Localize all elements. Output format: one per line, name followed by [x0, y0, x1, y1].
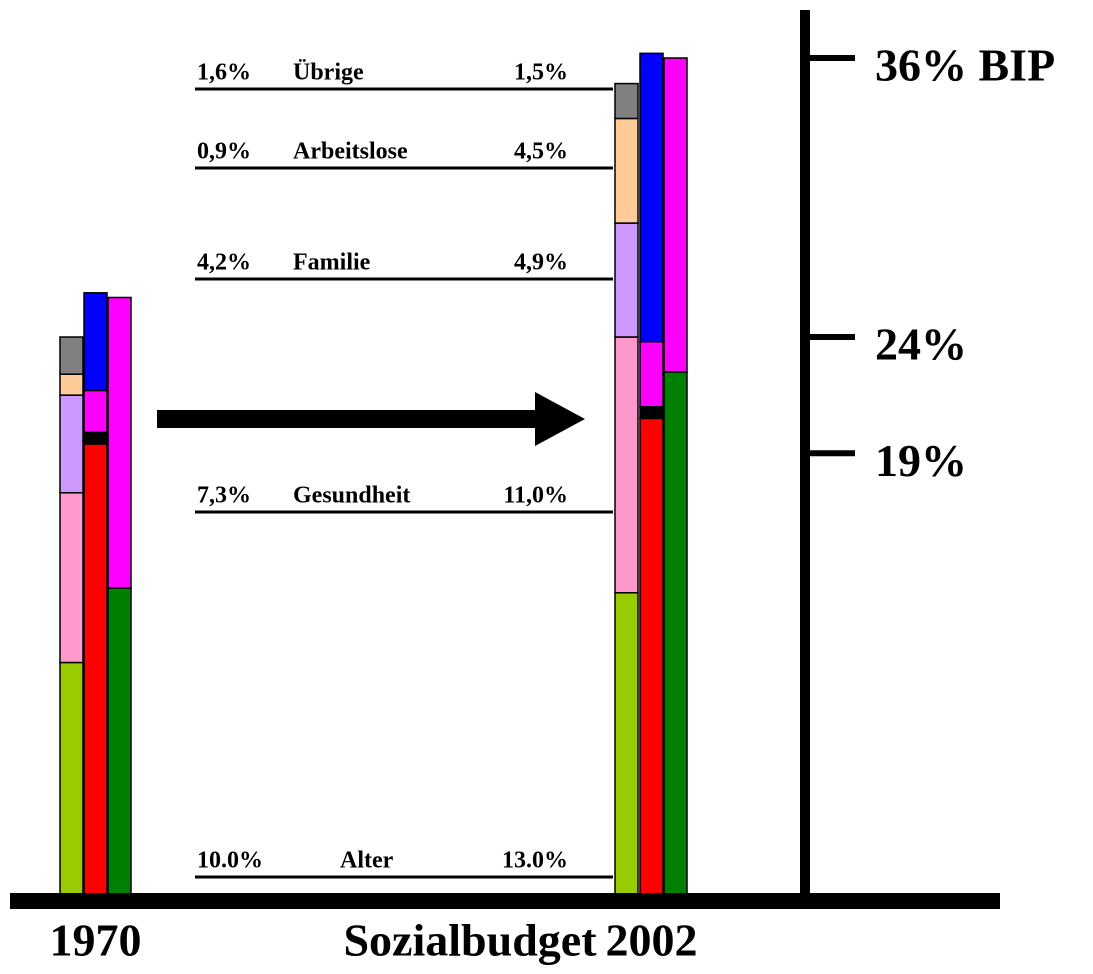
value-label: 10.0%: [197, 848, 263, 874]
value-label: 4,2%: [197, 250, 251, 276]
bar-segment: [639, 340, 664, 408]
chart-title: Sozialbudget: [343, 915, 597, 966]
bar-segment: [639, 417, 664, 896]
bar-segment: [639, 406, 664, 420]
x-tick-label: 1970: [50, 915, 142, 966]
baseline: [10, 893, 1000, 909]
bar-segment: [83, 431, 108, 445]
bar-segment: [614, 336, 639, 594]
y-tick-label: 24%: [875, 319, 967, 370]
bar-segment: [107, 587, 132, 896]
bar-segment: [83, 389, 108, 434]
bar-segment: [59, 373, 84, 396]
bar-segment: [59, 394, 84, 494]
value-label: 4,9%: [514, 250, 568, 276]
bar-segment: [663, 57, 688, 373]
bar-segment: [663, 371, 688, 896]
bar-segment: [614, 222, 639, 338]
arrow-shaft: [157, 410, 537, 428]
bar-segment: [83, 443, 108, 896]
x-tick-label: 2002: [606, 915, 698, 966]
legend-label: Arbeitslose: [293, 139, 408, 165]
y-axis: [800, 10, 810, 895]
y-tick-label: 19%: [875, 435, 967, 486]
value-label: 4,5%: [514, 139, 568, 165]
arrow-head: [535, 392, 585, 446]
bar-segment: [614, 82, 639, 120]
bar-segment: [639, 52, 664, 343]
bar-segment: [107, 296, 132, 589]
value-label: 0,9%: [197, 139, 251, 165]
y-tick-label: 36% BIP: [875, 40, 1055, 91]
value-label: 13.0%: [502, 848, 568, 874]
value-label: 7,3%: [197, 483, 251, 509]
bar-segment: [59, 336, 84, 375]
bar-segment: [614, 592, 639, 896]
legend-label: Gesundheit: [293, 483, 410, 509]
value-label: 1,5%: [514, 60, 568, 86]
legend-label: Übrige: [293, 60, 364, 86]
bar-segment: [83, 292, 108, 392]
bar-segment: [614, 117, 639, 224]
bar-segment: [59, 661, 84, 896]
legend-label: Alter: [340, 848, 394, 874]
value-label: 11,0%: [503, 483, 568, 509]
value-label: 1,6%: [197, 60, 251, 86]
legend-label: Familie: [293, 250, 371, 276]
bar-segment: [59, 492, 84, 664]
